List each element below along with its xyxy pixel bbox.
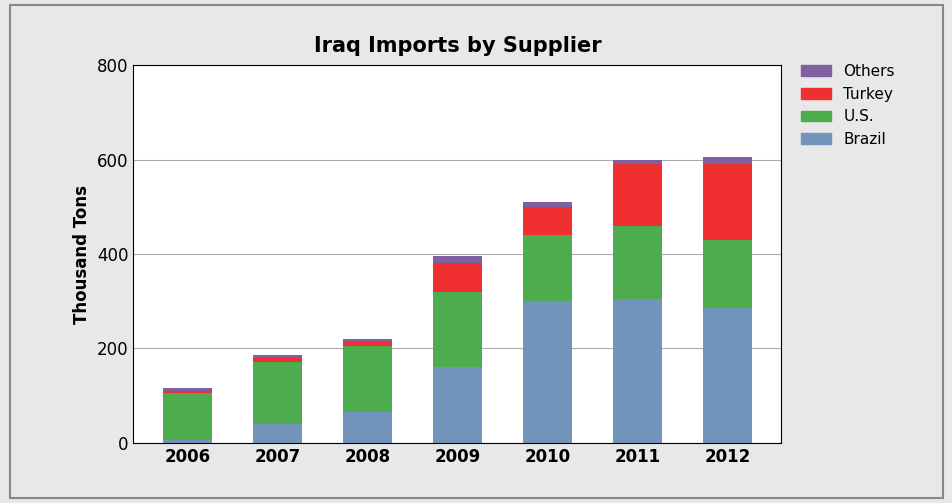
Bar [612, 164, 662, 226]
Bar [702, 157, 751, 164]
Bar [702, 164, 751, 240]
Bar [522, 202, 571, 207]
Bar [163, 391, 212, 393]
Bar [343, 346, 392, 412]
Bar [432, 292, 482, 367]
Bar [522, 301, 571, 443]
Title: Iraq Imports by Supplier: Iraq Imports by Supplier [313, 36, 601, 55]
Bar [612, 160, 662, 164]
Bar [522, 235, 571, 301]
Bar [252, 358, 302, 363]
Bar [163, 440, 212, 443]
Bar [432, 257, 482, 264]
Bar [252, 356, 302, 358]
Bar [522, 207, 571, 235]
Bar [612, 299, 662, 443]
Legend: Others, Turkey, U.S., Brazil: Others, Turkey, U.S., Brazil [794, 58, 900, 153]
Bar [432, 367, 482, 443]
Bar [163, 393, 212, 440]
Bar [612, 226, 662, 299]
Bar [252, 363, 302, 424]
Bar [163, 388, 212, 391]
Bar [702, 308, 751, 443]
Y-axis label: Thousand Tons: Thousand Tons [73, 185, 91, 323]
Bar [343, 412, 392, 443]
Bar [702, 240, 751, 308]
Bar [343, 341, 392, 346]
Bar [432, 264, 482, 292]
Bar [343, 339, 392, 341]
Bar [252, 424, 302, 443]
